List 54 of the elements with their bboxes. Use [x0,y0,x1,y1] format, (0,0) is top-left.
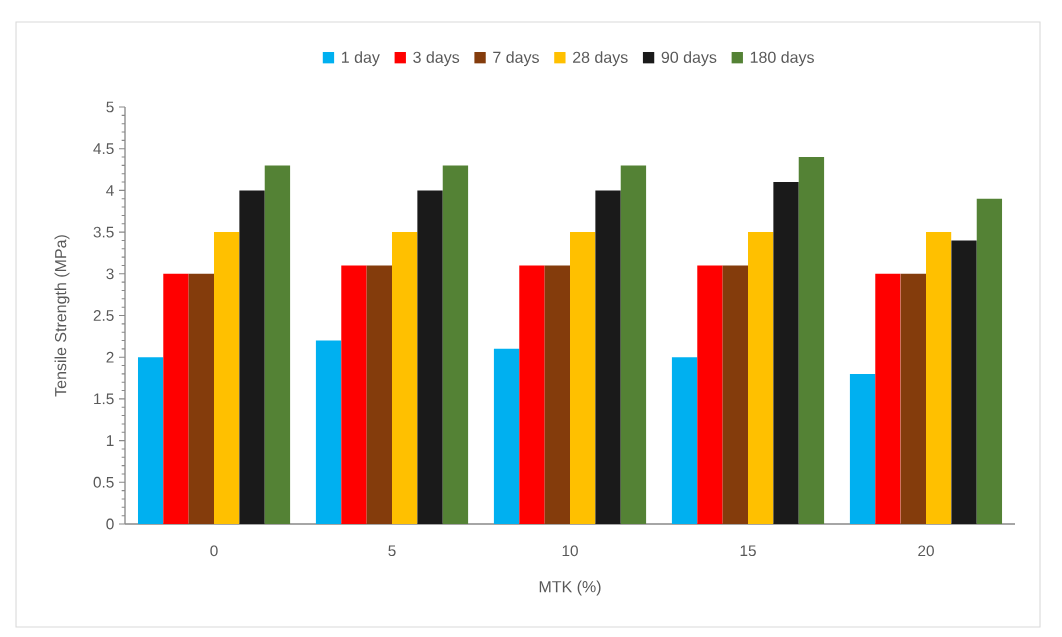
x-tick-label: 10 [562,545,578,557]
bar [620,165,647,524]
bar [519,265,545,524]
bar [341,265,367,524]
y-tick-label: 4 [106,185,114,196]
x-tick-label: 0 [210,545,218,557]
bar [748,232,774,524]
legend-label: 3 days [413,51,460,67]
bar [773,182,799,524]
bar [951,240,977,524]
y-tick-label: 2.5 [93,310,114,321]
bar [798,157,825,524]
bar [544,265,571,524]
y-tick-label: 5 [106,101,114,113]
x-tick-label: 5 [388,545,396,557]
bar [163,273,189,524]
bar [315,340,342,524]
x-tick-label: 15 [740,545,756,557]
bar [671,357,698,524]
bar [264,165,291,524]
y-tick-label: 1 [106,435,114,446]
bar [900,273,927,524]
bar [188,273,215,524]
bar [137,357,164,524]
bar [366,265,393,524]
bar [722,265,748,524]
y-tick-label: 3.5 [93,226,114,238]
bar [926,232,952,524]
legend-label: 28 days [573,51,628,67]
bar [442,165,469,524]
bar [570,232,596,524]
y-tick-label: 3 [106,268,114,280]
bar [417,190,443,524]
legend-label: 1 day [342,51,380,67]
bar [392,232,418,524]
y-tick-label: 4.5 [93,143,114,155]
bar [849,373,876,524]
bar [976,198,1003,524]
bar [214,232,240,524]
x-tick-label: 20 [918,545,934,557]
y-tick-label: 2 [106,351,114,363]
y-tick-label: 1.5 [94,393,114,405]
bar [697,265,723,524]
y-tick-label: 0 [106,518,114,530]
legend-label: 7 days [493,51,539,67]
bar [595,190,621,524]
bar [493,348,520,524]
y-axis-title: Tensile Strength (MPa) [54,235,70,397]
bar [239,190,265,524]
legend-label: 180 days [750,51,814,67]
bar [875,273,901,524]
y-tick-label: 0.5 [93,476,114,488]
legend-label: 90 days [661,51,717,67]
x-axis-title: MTK (%) [539,580,601,596]
